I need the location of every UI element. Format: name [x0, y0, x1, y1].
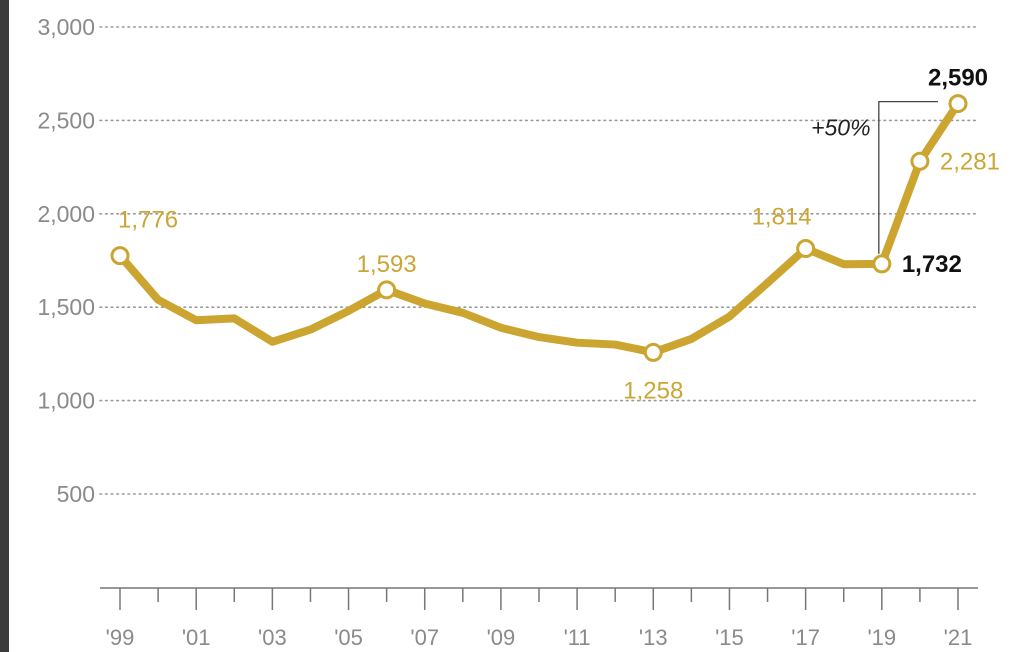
- y-tick-label-1000: 1,000: [37, 388, 95, 414]
- marker-2020: [910, 151, 930, 171]
- left-edge-strip: [0, 0, 9, 652]
- marker-2017: [796, 239, 816, 259]
- y-tick-label-2000: 2,000: [37, 201, 95, 227]
- y-tick-label-2500: 2,500: [37, 107, 95, 133]
- y-tick-label-3000: 3,000: [37, 14, 95, 40]
- x-tick-label-1999: '99: [106, 625, 135, 650]
- x-tick-label-2017: '17: [791, 625, 820, 650]
- x-tick-label-2009: '09: [487, 625, 516, 650]
- x-tick-label-2007: '07: [410, 625, 439, 650]
- marker-2019: [872, 254, 892, 274]
- data-label-2020: 2,281: [940, 148, 1000, 175]
- x-tick-label-2005: '05: [334, 625, 363, 650]
- data-label-2013: 1,258: [623, 377, 683, 404]
- x-tick-label-2013: '13: [639, 625, 668, 650]
- data-label-2021: 2,590: [928, 65, 988, 92]
- y-tick-label-500: 500: [57, 481, 95, 507]
- x-tick-label-2001: '01: [182, 625, 211, 650]
- y-tick-label-1500: 1,500: [37, 294, 95, 320]
- marker-2021: [948, 94, 968, 114]
- x-tick-label-2021: '21: [944, 625, 973, 650]
- data-label-2006: 1,593: [357, 251, 417, 278]
- x-tick-label-2015: '15: [715, 625, 744, 650]
- marker-1999: [110, 246, 130, 266]
- x-tick-label-2003: '03: [258, 625, 287, 650]
- x-tick-label-2011: '11: [564, 625, 591, 650]
- annotation-label: +50%: [811, 115, 870, 141]
- data-label-2019: 1,732: [902, 251, 962, 278]
- data-label-1999: 1,776: [118, 207, 178, 234]
- x-tick-label-2019: '19: [867, 625, 896, 650]
- annotation-bracket: [878, 100, 938, 254]
- marker-2006: [377, 280, 397, 300]
- marker-2013: [643, 342, 663, 362]
- series-line: [116, 99, 962, 357]
- data-label-2017: 1,814: [752, 204, 812, 231]
